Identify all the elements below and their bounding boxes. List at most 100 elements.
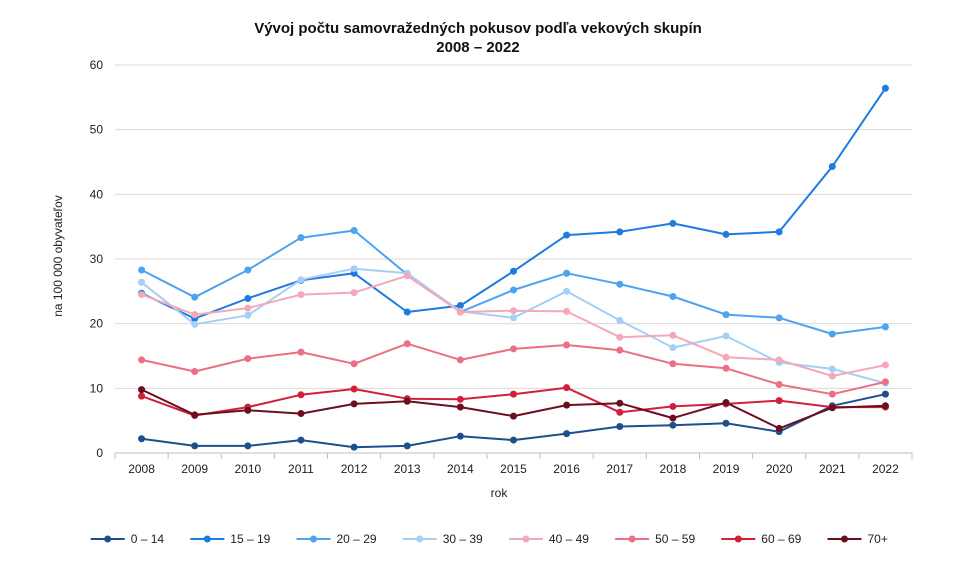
data-point [775, 397, 783, 405]
legend-item: 40 – 49 [508, 532, 589, 546]
legend-item: 20 – 29 [296, 532, 377, 546]
series-6 [138, 340, 889, 398]
x-tick-label: 2012 [341, 462, 368, 476]
data-point [456, 302, 464, 310]
data-point [828, 330, 836, 338]
series-5 [138, 272, 889, 380]
data-point [510, 267, 517, 275]
legend: 0 – 14 15 – 19 20 – 29 30 – 39 40 – 49 50 – 5… [90, 532, 888, 546]
data-point [775, 228, 783, 236]
data-point [669, 421, 677, 429]
y-tick-label: 10 [90, 381, 104, 395]
data-point [350, 265, 358, 273]
data-point [616, 333, 624, 341]
series-group [138, 84, 889, 451]
data-point [510, 286, 517, 294]
data-point [297, 348, 305, 356]
data-point [297, 276, 305, 284]
data-point [244, 355, 252, 363]
legend-label: 50 – 59 [655, 532, 695, 546]
data-point [138, 386, 146, 394]
chart-subtitle: 2008 – 2022 [436, 39, 519, 56]
data-point [563, 384, 571, 392]
legend-label: 70+ [868, 532, 888, 546]
x-tick-label: 2017 [606, 462, 633, 476]
data-point [456, 308, 464, 316]
data-point [297, 391, 305, 399]
data-point [563, 307, 571, 315]
legend-item: 60 – 69 [721, 532, 802, 546]
x-tick-label: 2019 [713, 462, 740, 476]
legend-item: 50 – 59 [615, 532, 695, 546]
data-point [244, 294, 252, 302]
data-point [881, 378, 889, 386]
data-point [669, 360, 677, 368]
x-axis-ticks: 2008 2009 2010 2011 2012 2013 2014 2015 2016 2017… [114, 453, 913, 476]
data-point [297, 234, 305, 242]
data-point [563, 430, 571, 438]
legend-swatch-marker [841, 535, 848, 543]
data-point [775, 424, 783, 432]
x-tick-label: 2011 [288, 462, 314, 476]
data-point [297, 436, 305, 444]
legend-item: 70+ [827, 532, 888, 546]
data-point [510, 390, 517, 398]
data-point [775, 380, 783, 388]
data-point [616, 408, 624, 416]
data-point [828, 372, 836, 380]
series-line [141, 87, 887, 320]
data-point [244, 406, 252, 414]
data-point [350, 400, 358, 408]
data-point [563, 287, 571, 295]
series-8 [138, 386, 889, 432]
data-point [510, 345, 517, 353]
x-tick-label: 2016 [553, 462, 580, 476]
legend-swatch-marker [522, 535, 530, 543]
data-point [456, 432, 464, 440]
data-point [722, 364, 730, 372]
data-point [138, 435, 146, 443]
data-point [828, 365, 836, 373]
data-point [669, 414, 677, 422]
data-point [456, 395, 464, 403]
data-point [669, 293, 677, 301]
data-point [191, 293, 199, 301]
data-point [881, 84, 889, 92]
data-point [244, 311, 252, 319]
data-point [191, 320, 199, 328]
data-point [722, 419, 730, 427]
legend-item: 0 – 14 [90, 532, 165, 546]
data-point [881, 323, 889, 331]
y-tick-label: 0 [96, 446, 103, 460]
legend-swatch-marker [734, 535, 742, 543]
data-point [722, 399, 730, 407]
legend-swatch-marker [104, 535, 112, 543]
data-point [350, 227, 358, 235]
data-point [456, 403, 464, 411]
data-point [138, 356, 146, 364]
data-point [722, 332, 730, 340]
data-point [563, 341, 571, 349]
y-tick-label: 60 [90, 58, 104, 72]
legend-label: 40 – 49 [549, 532, 589, 546]
legend-label: 30 – 39 [443, 532, 483, 546]
x-axis-label: rok [491, 486, 509, 500]
data-point [881, 361, 889, 369]
data-point [510, 307, 517, 315]
series-line [140, 267, 886, 385]
data-point [616, 316, 624, 324]
data-point [669, 344, 677, 352]
data-point [669, 331, 677, 339]
data-point [138, 291, 146, 299]
data-point [828, 404, 836, 412]
data-point [881, 402, 889, 410]
data-point [191, 368, 199, 376]
data-point [510, 412, 517, 420]
legend-swatch-marker [203, 535, 211, 543]
data-point [138, 266, 146, 274]
x-tick-label: 2018 [660, 462, 687, 476]
legend-label: 0 – 14 [131, 532, 165, 546]
legend-swatch-marker [416, 535, 424, 543]
data-point [191, 411, 199, 419]
